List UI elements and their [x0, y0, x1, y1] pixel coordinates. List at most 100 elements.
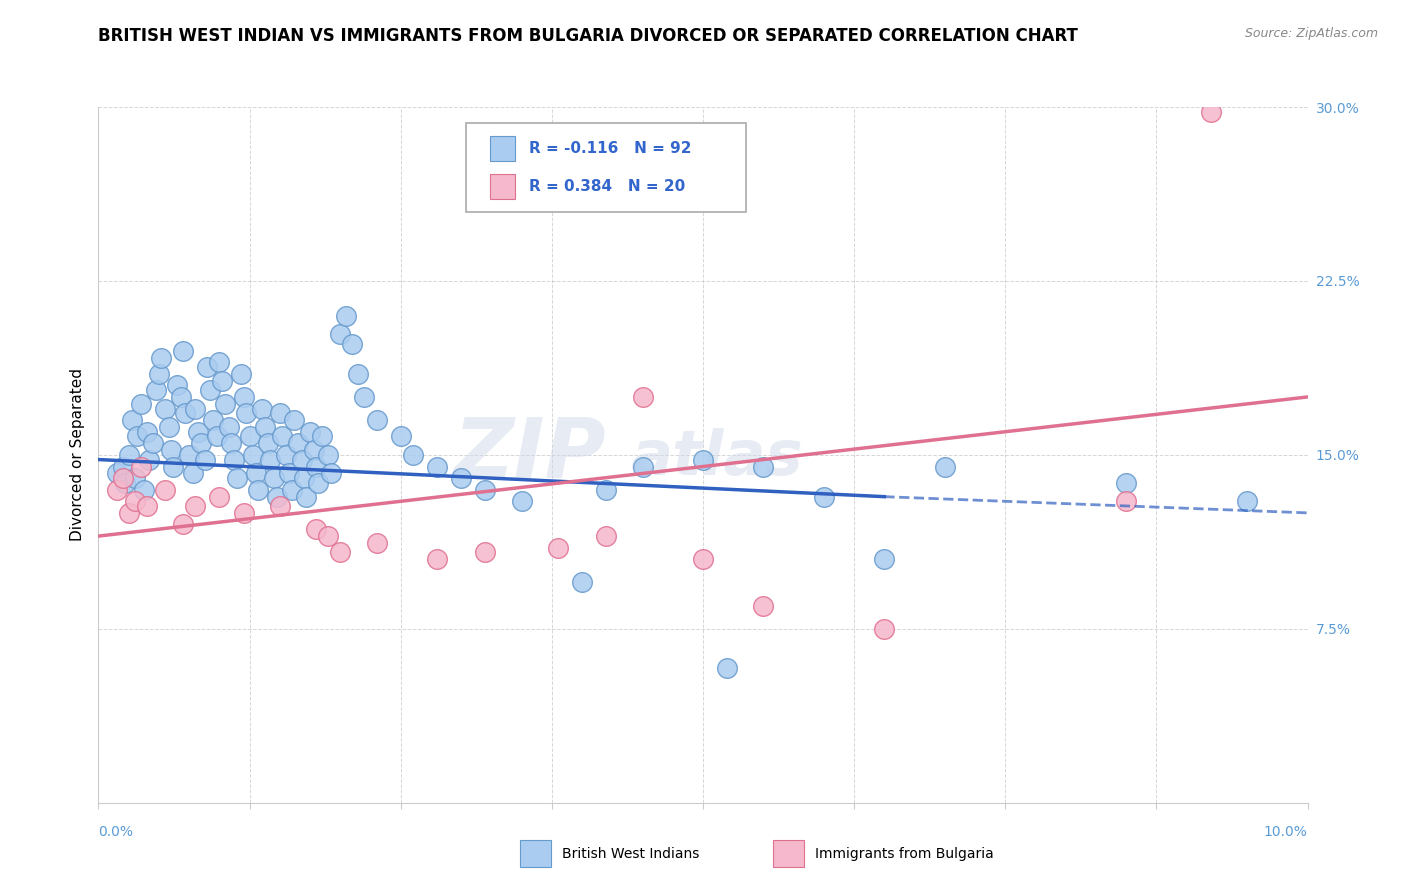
Point — [232, 506, 254, 520]
Point — [813, 490, 835, 504]
Point — [259, 452, 281, 467]
Point — [1236, 494, 1258, 508]
Point — [166, 378, 188, 392]
Point — [335, 309, 357, 323]
Point — [329, 327, 352, 342]
Point — [1115, 494, 1137, 508]
Point — [283, 413, 305, 427]
Point — [242, 448, 264, 462]
Point — [135, 425, 157, 439]
Point — [353, 390, 375, 404]
Point — [160, 443, 183, 458]
Point — [305, 522, 328, 536]
Point — [187, 425, 209, 439]
Point — [172, 343, 194, 358]
Point — [218, 420, 240, 434]
Point — [389, 429, 412, 443]
Point — [316, 448, 339, 462]
Point — [266, 490, 288, 504]
Point — [153, 401, 176, 416]
Point — [150, 351, 173, 365]
Point — [235, 406, 257, 420]
Point — [302, 443, 325, 458]
Point — [127, 429, 149, 443]
Point — [278, 467, 301, 481]
Point — [426, 459, 449, 474]
Point — [547, 541, 569, 555]
Point — [347, 367, 370, 381]
Point — [474, 545, 496, 559]
Point — [342, 336, 364, 351]
Point — [426, 552, 449, 566]
Point — [114, 475, 136, 490]
Text: BRITISH WEST INDIAN VS IMMIGRANTS FROM BULGARIA DIVORCED OR SEPARATED CORRELATIO: BRITISH WEST INDIAN VS IMMIGRANTS FROM B… — [98, 27, 1078, 45]
Point — [245, 467, 267, 481]
Point — [111, 459, 134, 474]
Point — [274, 448, 297, 462]
Y-axis label: Divorced or Separated: Divorced or Separated — [69, 368, 84, 541]
Point — [281, 483, 304, 497]
Point — [292, 471, 315, 485]
Point — [311, 429, 333, 443]
Point — [239, 429, 262, 443]
Point — [692, 452, 714, 467]
Point — [329, 545, 352, 559]
Point — [319, 467, 342, 481]
Point — [142, 436, 165, 450]
Point — [121, 413, 143, 427]
Point — [221, 436, 243, 450]
Point — [211, 374, 233, 388]
Text: Immigrants from Bulgaria: Immigrants from Bulgaria — [815, 847, 994, 861]
Point — [247, 483, 270, 497]
Point — [295, 490, 318, 504]
Point — [124, 471, 146, 485]
Point — [402, 448, 425, 462]
Text: R = -0.116   N = 92: R = -0.116 N = 92 — [530, 141, 692, 156]
Point — [510, 494, 533, 508]
Point — [250, 401, 273, 416]
Point — [214, 397, 236, 411]
Point — [226, 471, 249, 485]
Point — [271, 429, 294, 443]
Point — [254, 420, 277, 434]
Point — [229, 367, 252, 381]
Text: Source: ZipAtlas.com: Source: ZipAtlas.com — [1244, 27, 1378, 40]
Point — [631, 390, 654, 404]
Point — [366, 536, 388, 550]
Point — [198, 383, 221, 397]
Point — [631, 459, 654, 474]
Point — [450, 471, 472, 485]
Text: British West Indians: British West Indians — [562, 847, 700, 861]
Point — [752, 599, 775, 613]
Point — [124, 494, 146, 508]
Point — [129, 397, 152, 411]
Point — [181, 467, 204, 481]
Point — [148, 367, 170, 381]
Point — [232, 390, 254, 404]
Point — [157, 420, 180, 434]
Point — [287, 436, 309, 450]
Point — [174, 406, 197, 420]
Point — [105, 467, 128, 481]
Point — [172, 517, 194, 532]
Point — [1115, 475, 1137, 490]
Point — [873, 552, 896, 566]
Point — [716, 661, 738, 675]
Point — [205, 429, 228, 443]
Point — [208, 355, 231, 369]
Point — [202, 413, 225, 427]
Point — [111, 471, 134, 485]
Text: R = 0.384   N = 20: R = 0.384 N = 20 — [530, 178, 686, 194]
Point — [474, 483, 496, 497]
Point — [105, 483, 128, 497]
Point — [290, 452, 312, 467]
Point — [595, 529, 617, 543]
Point — [595, 483, 617, 497]
Point — [305, 459, 328, 474]
Point — [118, 506, 141, 520]
Text: ZIP: ZIP — [454, 415, 606, 495]
Point — [256, 436, 278, 450]
Point — [190, 436, 212, 450]
Point — [169, 390, 191, 404]
Point — [752, 459, 775, 474]
